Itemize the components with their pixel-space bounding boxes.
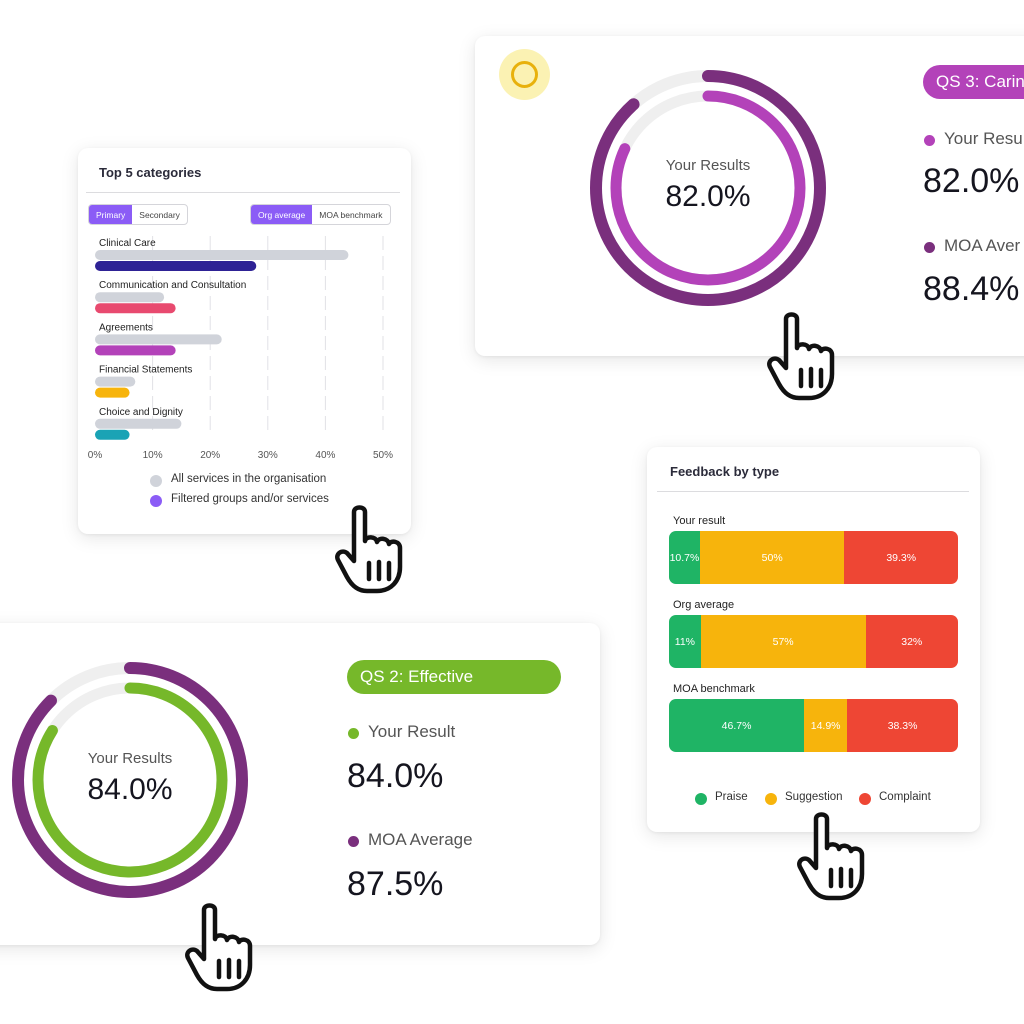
category-label: Communication and Consultation [99,280,246,291]
feedback-segment-praise[interactable]: 10.7% [669,531,700,584]
bar-filtered[interactable] [95,261,257,271]
feedback-divider [657,491,969,492]
qs2-result-arc [32,682,228,878]
feedback-title: Feedback by type [670,464,780,479]
qs2-your-label: Your Result [368,722,456,741]
x-tick-label: 40% [315,450,335,461]
secondary-tab[interactable]: Secondary [139,209,180,220]
moa-benchmark-tab[interactable]: MOA benchmark [319,209,383,220]
hand-cursor-icon [183,903,261,995]
category-label: Financial Statements [99,365,192,376]
hand-cursor-icon [765,312,843,404]
primary-secondary-toggle: Primary Secondary [88,204,188,225]
feedback-card: Feedback by type Your result 10.7% 50% 39.3… [647,447,980,832]
qs3-your-bullet [924,135,935,146]
qs3-moa-label: MOA Aver [944,236,1021,255]
top5-divider [86,192,400,193]
qs2-your-value: 84.0% [347,757,444,795]
bar-all-services[interactable] [95,376,136,387]
qs3-result-arc [610,90,806,286]
feedback-segment-praise[interactable]: 11% [669,615,701,668]
qs2-your-bullet [348,728,359,739]
bar-filtered[interactable] [95,387,130,398]
qs3-donut-value: 82.0% [665,180,751,213]
legend-all-dot [150,475,162,487]
x-tick-label: 10% [143,450,163,461]
qs2-donut [12,662,248,898]
qs2-badge: QS 2: Effective [347,660,561,694]
feedback-stacked-bars: Your result 10.7% 50% 39.3% Org average 11% 57… [647,447,980,777]
qs3-moa-value: 88.4% [923,270,1020,308]
feedback-row-label: Your result [673,515,726,527]
bar-filtered[interactable] [95,303,176,314]
feedback-segment-complaint[interactable]: 32% [865,615,958,668]
qs3-moa-bullet [924,242,935,253]
qs3-your-label: Your Resu [944,129,1023,148]
qs2-donut-label: Your Results [87,750,173,767]
category-label: Clinical Care [99,238,156,249]
qs2-card: Your Results 84.0% QS 2: Effective Your … [0,623,600,945]
qs3-card: Your Results 82.0% QS 3: Carin Your Resu… [475,36,1024,356]
praise-label: Praise [715,791,748,803]
bar-all-services[interactable] [95,334,222,345]
bar-filtered[interactable] [95,429,130,440]
qs2-moa-bullet [348,836,359,847]
suggestion-dot [765,793,777,805]
feedback-segment-suggestion[interactable]: 14.9% [804,699,848,752]
x-tick-label: 50% [373,450,393,461]
feedback-row-label: Org average [673,599,735,611]
hand-cursor-icon [795,812,873,904]
feedback-segment-complaint[interactable]: 39.3% [844,531,958,584]
qs2-moa-arc [12,662,248,898]
bar-all-services[interactable] [95,250,349,260]
feedback-segment-complaint[interactable]: 38.3% [847,699,958,752]
qs3-your-value: 82.0% [923,162,1020,200]
category-label: Choice and Dignity [99,407,183,418]
x-tick-label: 0% [88,450,103,461]
complaint-label: Complaint [879,791,931,803]
feedback-segment-praise[interactable]: 46.7% [669,699,805,752]
qs3-moa-arc [590,70,826,306]
legend-filtered-dot [150,495,162,507]
bar-all-services[interactable] [95,418,182,429]
feedback-row-label: MOA benchmark [673,683,755,695]
complaint-dot [859,793,871,805]
legend-filtered-label: Filtered groups and/or services [171,493,329,505]
qs3-donut-label: Your Results [665,157,751,174]
benchmark-toggle: Org average MOA benchmark [250,204,391,225]
feedback-segment-suggestion[interactable]: 57% [700,615,866,668]
praise-dot [695,793,707,805]
feedback-stacked-bar: 46.7% 14.9% 38.3% [669,699,958,752]
org-average-tab[interactable]: Org average [251,205,313,224]
legend-all-label: All services in the organisation [171,473,327,485]
primary-tab[interactable]: Primary [89,205,133,224]
bar-all-services[interactable] [95,292,165,303]
suggestion-label: Suggestion [785,791,843,803]
category-label: Agreements [99,322,153,333]
top5-bar-chart: 0% 10% 20% 30% 40% 50% Clinical Care Communicat… [88,236,393,461]
top5-title: Top 5 categories [99,165,202,180]
bar-filtered[interactable] [95,345,176,356]
qs2-donut-value: 84.0% [87,773,173,806]
x-tick-label: 30% [258,450,278,461]
circle-icon [499,49,550,100]
top5-card: Top 5 categories Primary Secondary Org a… [78,148,411,534]
qs3-donut [590,70,826,306]
qs2-moa-value: 87.5% [347,865,444,903]
qs2-moa-label: MOA Average [368,830,473,849]
x-tick-label: 20% [200,450,220,461]
feedback-segment-suggestion[interactable]: 50% [699,531,845,584]
feedback-stacked-bar: 10.7% 50% 39.3% [669,531,958,584]
hand-cursor-icon [333,505,411,597]
feedback-stacked-bar: 11% 57% 32% [669,615,958,668]
qs3-badge: QS 3: Carin [923,65,1024,99]
